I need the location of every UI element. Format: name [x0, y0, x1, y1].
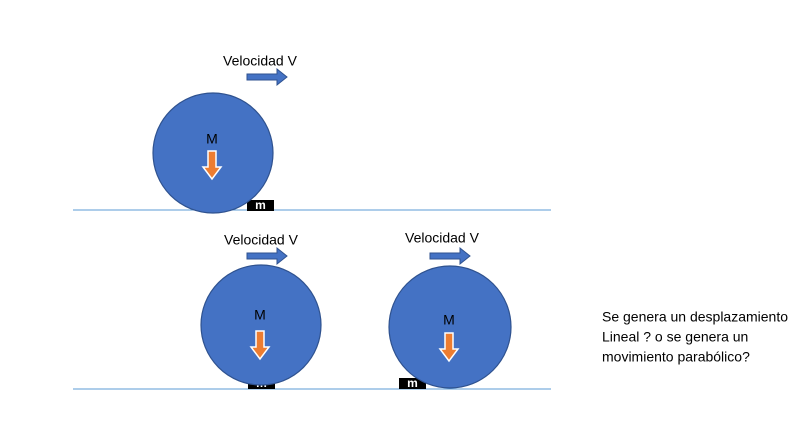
small-mass-box: [399, 378, 426, 389]
large-mass-label: M: [206, 131, 218, 147]
small-mass-box: [247, 200, 274, 211]
small-mass-label: m: [255, 198, 266, 212]
velocity-arrow: [246, 67, 288, 87]
velocity-arrow: [246, 246, 288, 266]
question-line: Lineal ? o se genera un: [602, 329, 748, 345]
question-line: Se genera un desplazamiento: [602, 309, 788, 325]
velocity-label: Velocidad V: [223, 53, 298, 69]
velocity-arrow: [429, 246, 471, 266]
large-mass-label: M: [254, 307, 266, 323]
question-line: movimiento parabólico?: [602, 349, 750, 365]
velocity-label: Velocidad V: [224, 232, 299, 248]
gravity-arrow: [249, 330, 271, 361]
large-mass-label: M: [443, 312, 455, 328]
large-mass-ball: [200, 264, 322, 386]
gravity-arrow: [438, 332, 460, 363]
velocity-label: Velocidad V: [405, 230, 480, 246]
large-mass-ball: [388, 265, 512, 389]
small-mass-label: m: [407, 376, 418, 390]
gravity-arrow: [201, 150, 223, 181]
